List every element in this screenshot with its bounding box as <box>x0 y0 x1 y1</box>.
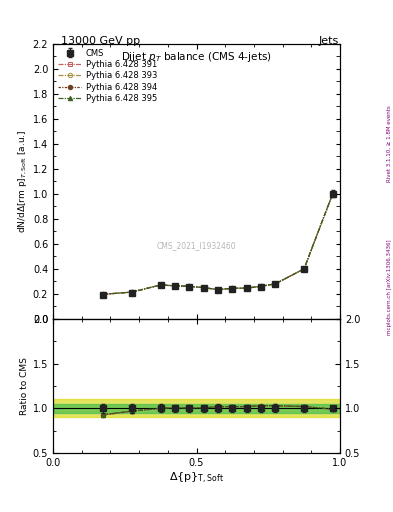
Pythia 6.428 393 <box>201 285 206 291</box>
Pythia 6.428 393 <box>230 285 235 291</box>
Pythia 6.428 394 <box>158 282 163 288</box>
Pythia 6.428 394 <box>173 283 177 289</box>
Pythia 6.428 394 <box>331 190 335 197</box>
Text: Jets: Jets <box>318 36 339 46</box>
Pythia 6.428 393 <box>158 282 163 288</box>
Pythia 6.428 395 <box>201 285 206 291</box>
Pythia 6.428 391 <box>130 289 134 295</box>
X-axis label: $\Delta\{\rm p\}_{T,{\rm Soft}}$: $\Delta\{\rm p\}_{T,{\rm Soft}}$ <box>169 471 224 486</box>
Pythia 6.428 394 <box>259 283 263 289</box>
Pythia 6.428 394 <box>230 285 235 291</box>
Pythia 6.428 393 <box>187 283 192 289</box>
Pythia 6.428 395 <box>244 285 249 291</box>
Pythia 6.428 391 <box>273 281 278 287</box>
Pythia 6.428 394 <box>273 281 278 287</box>
Pythia 6.428 391 <box>101 291 106 297</box>
Pythia 6.428 395 <box>259 283 263 289</box>
Line: Pythia 6.428 394: Pythia 6.428 394 <box>101 191 335 296</box>
Pythia 6.428 394 <box>187 283 192 289</box>
Pythia 6.428 394 <box>130 289 134 295</box>
Pythia 6.428 391 <box>201 285 206 291</box>
Y-axis label: Ratio to CMS: Ratio to CMS <box>20 357 29 415</box>
Pythia 6.428 395 <box>302 266 307 272</box>
Pythia 6.428 395 <box>158 282 163 288</box>
Line: Pythia 6.428 391: Pythia 6.428 391 <box>101 191 335 296</box>
Pythia 6.428 391 <box>302 266 307 272</box>
Pythia 6.428 391 <box>158 282 163 288</box>
Pythia 6.428 394 <box>101 291 106 297</box>
Pythia 6.428 391 <box>259 283 263 289</box>
Pythia 6.428 393 <box>173 283 177 289</box>
Pythia 6.428 391 <box>331 190 335 197</box>
Pythia 6.428 395 <box>187 283 192 289</box>
Pythia 6.428 391 <box>216 287 220 293</box>
Pythia 6.428 391 <box>187 283 192 289</box>
Pythia 6.428 393 <box>259 283 263 289</box>
Line: Pythia 6.428 393: Pythia 6.428 393 <box>101 191 335 296</box>
Pythia 6.428 394 <box>201 285 206 291</box>
Pythia 6.428 395 <box>230 285 235 291</box>
Pythia 6.428 391 <box>230 285 235 291</box>
Pythia 6.428 395 <box>331 190 335 197</box>
Text: 13000 GeV pp: 13000 GeV pp <box>61 36 140 46</box>
Line: Pythia 6.428 395: Pythia 6.428 395 <box>101 191 335 296</box>
Pythia 6.428 391 <box>244 285 249 291</box>
Text: Dijet $p_T$ balance (CMS 4-jets): Dijet $p_T$ balance (CMS 4-jets) <box>121 50 272 65</box>
Pythia 6.428 395 <box>130 289 134 295</box>
Text: mcplots.cern.ch [arXiv:1306.3436]: mcplots.cern.ch [arXiv:1306.3436] <box>387 239 391 334</box>
Pythia 6.428 393 <box>273 281 278 287</box>
Pythia 6.428 395 <box>273 281 278 287</box>
Pythia 6.428 393 <box>331 190 335 197</box>
Pythia 6.428 393 <box>101 291 106 297</box>
Pythia 6.428 393 <box>244 285 249 291</box>
Pythia 6.428 395 <box>101 291 106 297</box>
Pythia 6.428 394 <box>302 266 307 272</box>
Pythia 6.428 393 <box>302 266 307 272</box>
Pythia 6.428 393 <box>216 287 220 293</box>
Pythia 6.428 395 <box>173 283 177 289</box>
Bar <box>53 399 340 417</box>
Text: Rivet 3.1.10, ≥ 1.8M events: Rivet 3.1.10, ≥ 1.8M events <box>387 105 391 182</box>
Pythia 6.428 395 <box>216 287 220 293</box>
Legend: CMS, Pythia 6.428 391, Pythia 6.428 393, Pythia 6.428 394, Pythia 6.428 395: CMS, Pythia 6.428 391, Pythia 6.428 393,… <box>56 47 159 104</box>
Pythia 6.428 394 <box>216 287 220 293</box>
Pythia 6.428 394 <box>244 285 249 291</box>
Text: CMS_2021_I1932460: CMS_2021_I1932460 <box>157 241 236 250</box>
Y-axis label: dN/d$\Delta$[rm p]$_{T,{\rm Soft}}$ [a.u.]: dN/d$\Delta$[rm p]$_{T,{\rm Soft}}$ [a.u… <box>16 130 29 233</box>
Pythia 6.428 391 <box>173 283 177 289</box>
Bar <box>53 404 340 413</box>
Pythia 6.428 393 <box>130 289 134 295</box>
